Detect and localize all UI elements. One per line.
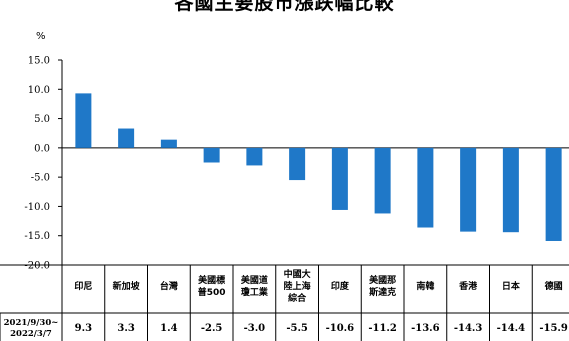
bar <box>289 147 306 181</box>
category-label: 瓊工業 <box>241 286 269 298</box>
category-label: 南韓 <box>416 280 434 292</box>
bar <box>331 147 348 210</box>
data-value-label: -14.4 <box>497 323 526 334</box>
y-tick-label: 0.0 <box>34 143 50 154</box>
y-tick-label: 5.0 <box>34 114 50 125</box>
bar <box>203 147 220 163</box>
chart-title: 各國主要股市漲跌幅比較 <box>174 0 395 14</box>
data-value-label: 9.3 <box>75 323 92 334</box>
data-value-label: -15.9 <box>539 323 568 334</box>
data-value-label: -14.3 <box>454 323 483 334</box>
bar <box>75 93 92 148</box>
bar <box>460 147 477 232</box>
category-label: 斯達克 <box>369 286 396 298</box>
category-label: 印度 <box>331 280 350 292</box>
category-label: 中國大 <box>284 268 311 280</box>
y-tick-label: -10.0 <box>24 202 50 213</box>
data-value-label: -3.0 <box>244 323 266 334</box>
category-label: 台灣 <box>160 280 178 292</box>
bars <box>75 93 562 241</box>
data-value-label: -13.6 <box>411 323 440 334</box>
plot-frame <box>0 60 569 341</box>
series-row-label: 2021/9/30~ <box>4 318 59 328</box>
bar <box>417 147 434 228</box>
bar <box>246 147 263 166</box>
category-label: 陸上海 <box>284 280 311 292</box>
category-label: 香港 <box>458 280 478 292</box>
y-axis-unit-label: % <box>36 31 46 42</box>
data-value-label: -10.6 <box>326 323 355 334</box>
bar <box>502 147 519 233</box>
y-tick-label: 10.0 <box>28 85 50 96</box>
y-tick-label: -15.0 <box>24 231 50 242</box>
category-label: 日本 <box>502 280 521 292</box>
category-label: 綜合 <box>288 292 307 304</box>
y-tick-label: -5.0 <box>31 173 50 184</box>
category-label: 印尼 <box>74 280 92 292</box>
y-axis-ticks: 15.0 10.0 5.0 0.0 -5.0 -10.0 -15.0 -20.0 <box>24 56 62 272</box>
bar <box>374 147 391 214</box>
category-label: 美國道 <box>241 274 268 286</box>
series-row-label: 2022/3/7 <box>10 329 52 339</box>
category-label: 美國標 <box>198 274 225 286</box>
category-label: 新加坡 <box>113 280 141 292</box>
bar <box>118 128 135 148</box>
data-value-label: -5.5 <box>286 323 308 334</box>
data-table: 2021/9/30~2022/3/7 9.3 3.3 1.4 -2.5 -3.0 -5.5 -… <box>4 318 568 339</box>
data-value-label: -11.2 <box>368 323 397 334</box>
data-value-label: -2.5 <box>201 323 223 334</box>
y-tick-label: -20.0 <box>24 261 50 272</box>
data-value-label: 1.4 <box>160 323 177 334</box>
category-label: 普500 <box>198 286 226 298</box>
category-label: 美國那 <box>369 274 396 286</box>
y-tick-label: 15.0 <box>28 56 50 67</box>
category-label: 德國 <box>545 280 563 292</box>
bar <box>160 139 177 148</box>
data-value-label: 3.3 <box>117 323 134 334</box>
bar <box>545 147 562 241</box>
